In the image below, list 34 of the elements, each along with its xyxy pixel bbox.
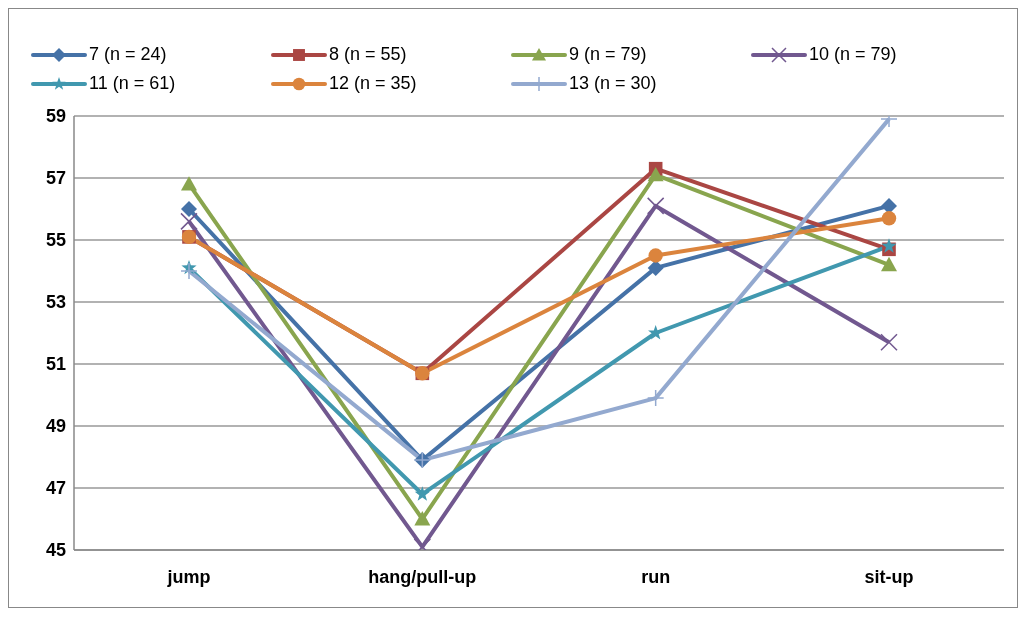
- y-tick-label: 57: [45, 168, 66, 189]
- y-tick-label: 49: [45, 416, 66, 437]
- legend-label: 11 (n = 61): [89, 73, 176, 94]
- legend-label: 10 (n = 79): [809, 44, 897, 65]
- point: [880, 333, 898, 352]
- point: [881, 197, 897, 214]
- point: [881, 211, 897, 226]
- point: [414, 486, 430, 501]
- point: [881, 238, 897, 253]
- point: [646, 389, 665, 407]
- point: [181, 176, 197, 191]
- legend-label: 8 (n = 55): [329, 44, 407, 65]
- x-tick-label: run: [641, 566, 671, 587]
- x-tick-label: sit-up: [864, 566, 914, 587]
- point: [646, 197, 665, 215]
- x-tick-label: hang/pull-up: [368, 566, 477, 587]
- y-tick-label: 45: [45, 540, 66, 561]
- point: [881, 256, 897, 272]
- legend-label: 7 (n = 24): [89, 44, 167, 65]
- y-tick-label: 51: [45, 354, 66, 375]
- point: [414, 511, 431, 526]
- y-tick-label: 47: [45, 478, 66, 499]
- x-tick-label: jump: [166, 566, 211, 587]
- legend-label: 13 (n = 30): [569, 73, 657, 94]
- legend-label: 12 (n = 35): [329, 73, 417, 94]
- point: [181, 201, 197, 217]
- y-tick-label: 55: [45, 230, 66, 251]
- legend-label: 9 (n = 79): [569, 44, 647, 65]
- point: [648, 248, 663, 263]
- point: [180, 212, 198, 231]
- point: [180, 262, 198, 280]
- y-tick-label: 53: [45, 292, 66, 313]
- y-tick-label: 59: [45, 106, 66, 127]
- point: [647, 166, 664, 182]
